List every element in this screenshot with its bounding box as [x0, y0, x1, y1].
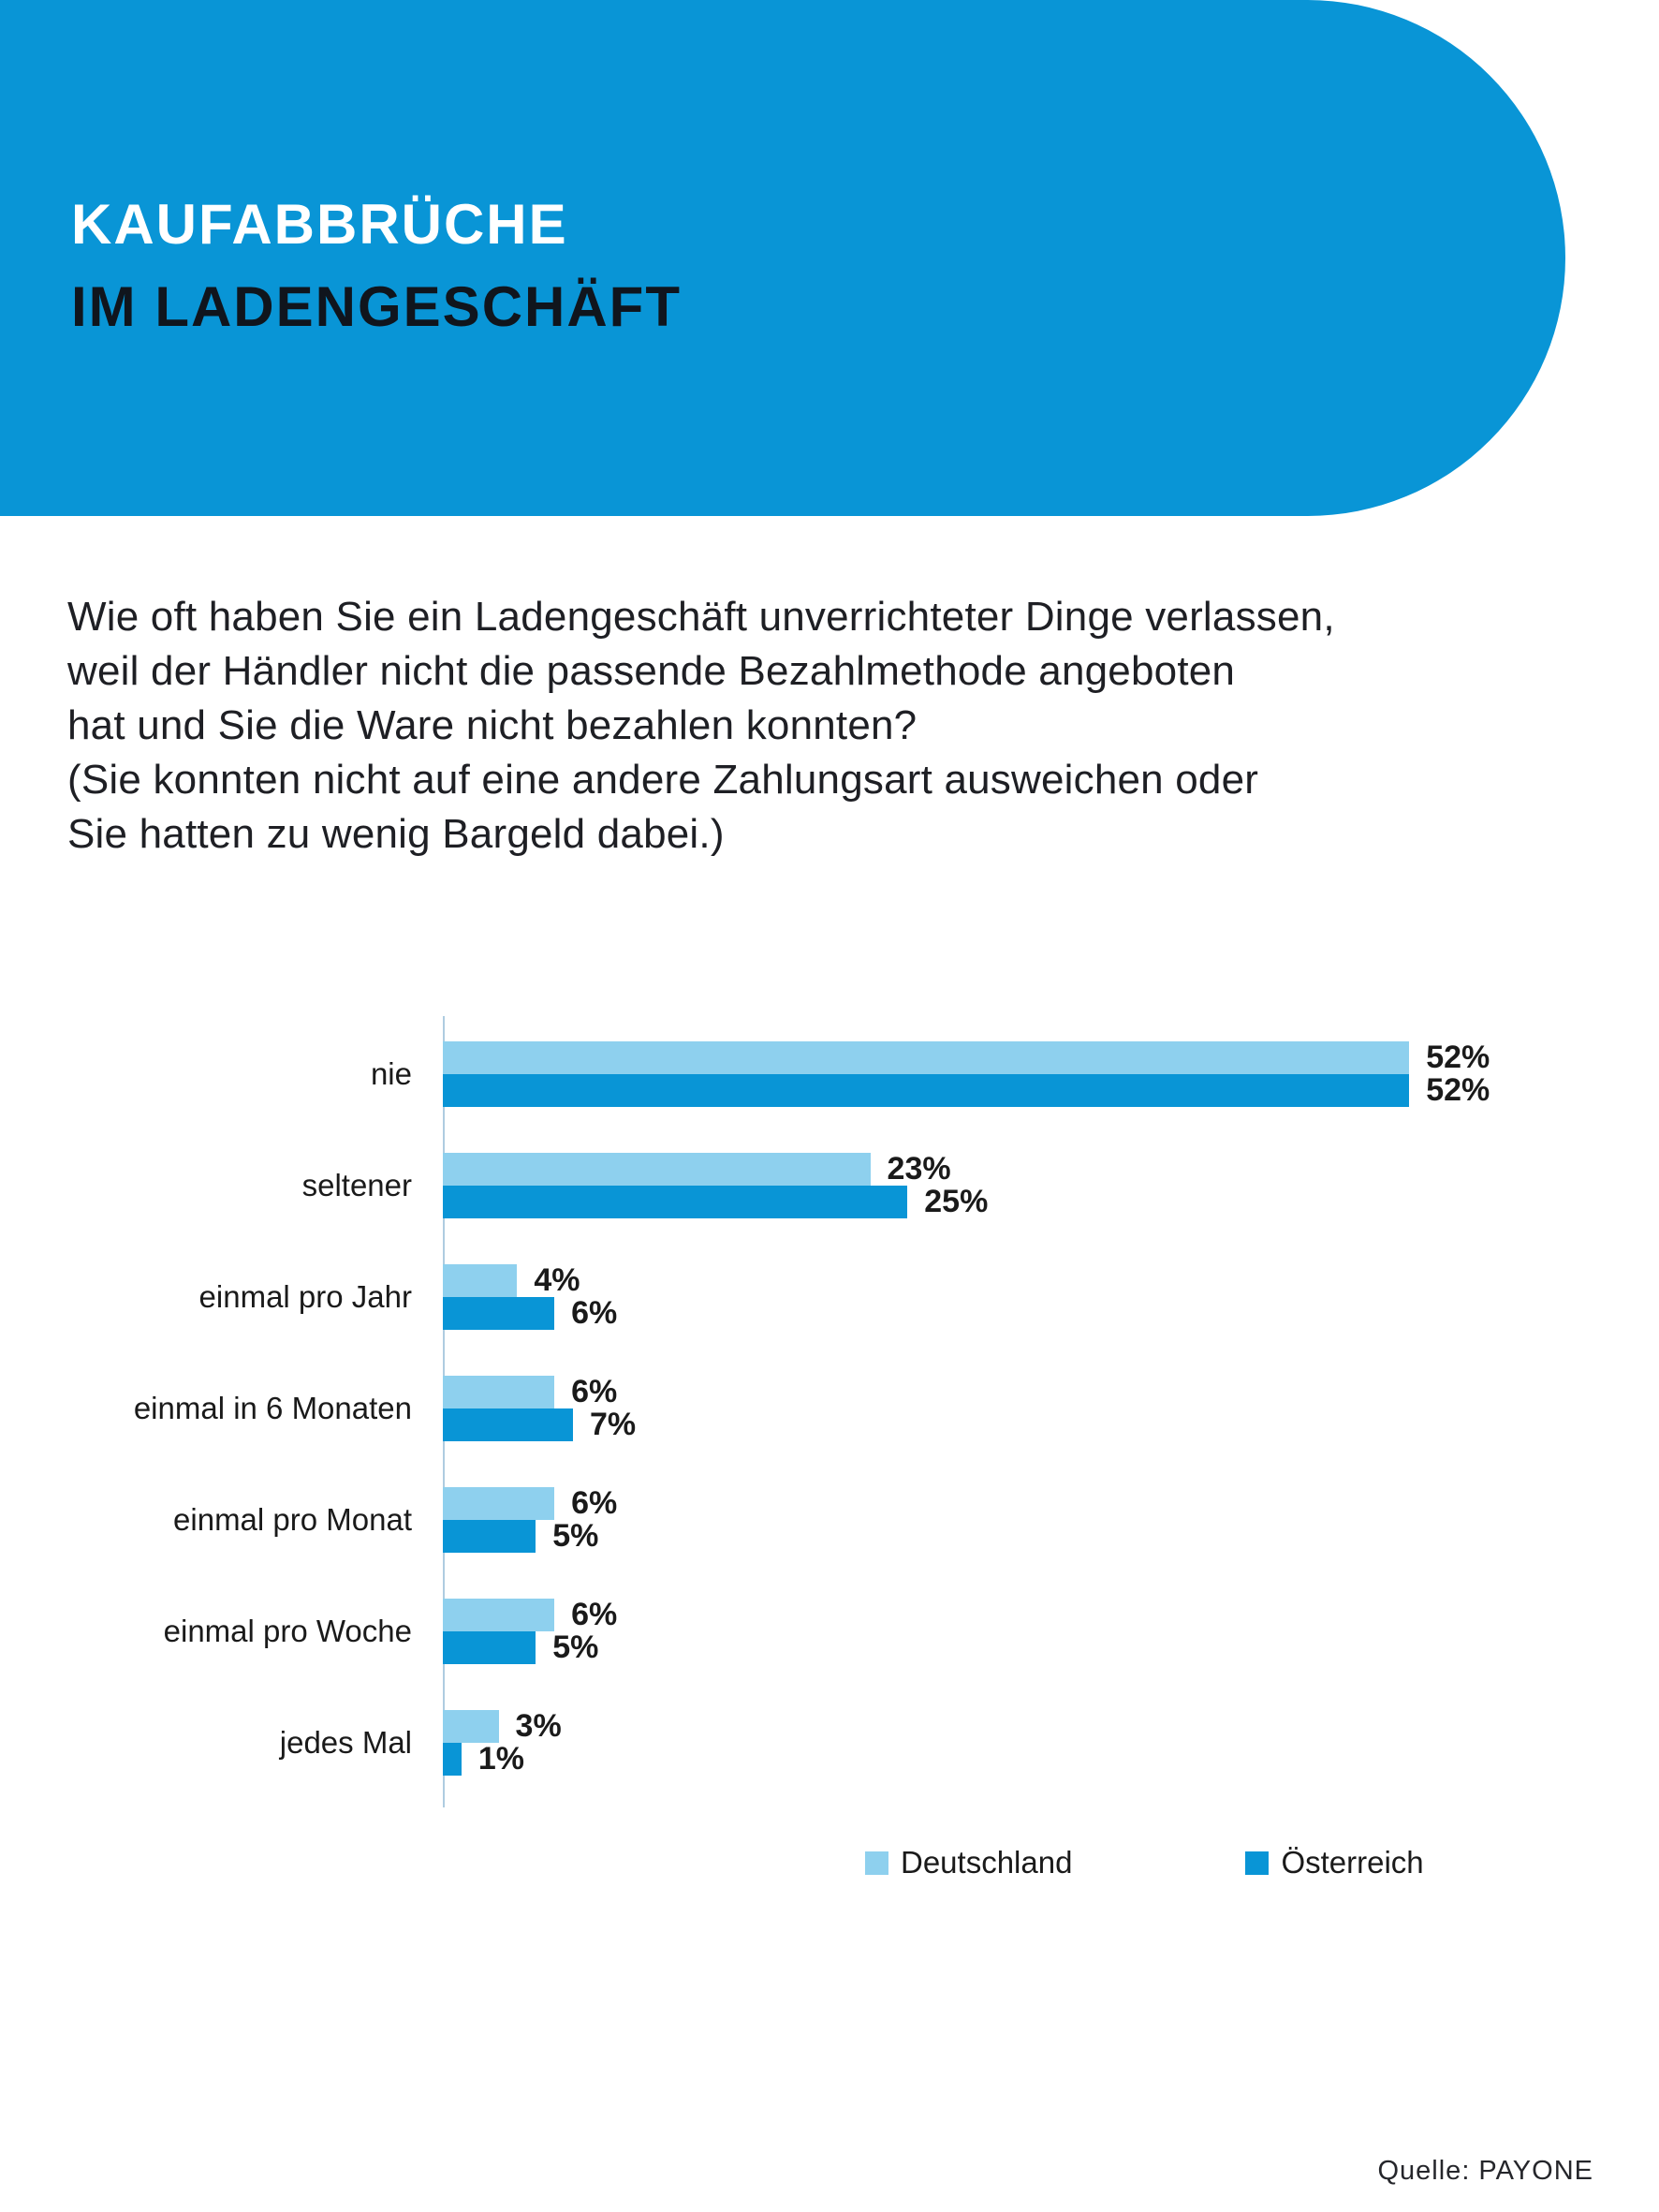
bar-österreich: [443, 1743, 462, 1776]
bar-group: 6% 7%: [443, 1374, 637, 1442]
bar-line: 25%: [443, 1184, 989, 1219]
category-label: einmal pro Woche: [163, 1614, 412, 1648]
page-title: KAUFABBRÜCHE IM LADENGESCHÄFT: [71, 184, 682, 348]
chart-row: seltener 23% 25%: [0, 1151, 1659, 1219]
legend-swatch: [865, 1851, 888, 1875]
bar-line: 4%: [443, 1262, 617, 1298]
bar-österreich: [443, 1408, 573, 1441]
bar-group: 52% 52%: [443, 1040, 1490, 1108]
bar-line: 3%: [443, 1708, 562, 1744]
value-label: 3%: [515, 1708, 562, 1744]
bar-line: 52%: [443, 1040, 1490, 1075]
chart-rows: nie 52% 52% seltener 23% 25% einmal pro Jahr 4%…: [0, 1040, 1659, 1821]
bar-line: 6%: [443, 1597, 618, 1632]
bar-group: 3% 1%: [443, 1708, 562, 1777]
chart-row: einmal pro Jahr 4% 6%: [0, 1262, 1659, 1331]
bar-line: 5%: [443, 1630, 617, 1665]
question-line: Sie hatten zu wenig Bargeld dabei.): [67, 811, 725, 857]
question-text: Wie oft haben Sie ein Ladengeschäft unve…: [67, 590, 1528, 862]
question-line: (Sie konnten nicht auf eine andere Zahlu…: [67, 757, 1259, 803]
value-label: 4%: [534, 1262, 580, 1298]
question-line: weil der Händler nicht die passende Beza…: [67, 648, 1236, 694]
bar-österreich: [443, 1074, 1410, 1107]
category-label: jedes Mal: [279, 1725, 412, 1760]
bar-line: 7%: [443, 1407, 637, 1442]
title-line-1: KAUFABBRÜCHE: [71, 193, 568, 256]
legend-label: Deutschland: [901, 1845, 1073, 1880]
title-line-2: IM LADENGESCHÄFT: [71, 275, 682, 338]
value-label: 1%: [477, 1741, 524, 1777]
legend-item: Österreich: [1245, 1845, 1424, 1880]
bar-line: 5%: [443, 1518, 617, 1554]
category-label: einmal in 6 Monaten: [133, 1391, 412, 1425]
legend-item: Deutschland: [865, 1845, 1072, 1880]
question-line: Wie oft haben Sie ein Ladengeschäft unve…: [67, 594, 1335, 640]
value-label: 6%: [571, 1295, 618, 1331]
bar-group: 23% 25%: [443, 1151, 989, 1219]
legend-swatch: [1245, 1851, 1270, 1875]
bar-deutschland: [443, 1599, 555, 1631]
value-label: 52%: [1426, 1040, 1490, 1075]
bar-österreich: [443, 1631, 536, 1664]
category-label: einmal pro Monat: [173, 1502, 412, 1537]
header-banner: KAUFABBRÜCHE IM LADENGESCHÄFT: [0, 0, 1565, 516]
source-credit: Quelle: PAYONE: [1377, 2156, 1593, 2186]
chart-legend: Deutschland Österreich: [865, 1845, 1424, 1880]
bar-line: 23%: [443, 1151, 988, 1187]
chart-row: einmal pro Woche 6% 5%: [0, 1597, 1659, 1665]
value-label: 52%: [1426, 1072, 1490, 1108]
value-label: 6%: [571, 1597, 618, 1632]
bar-chart: nie 52% 52% seltener 23% 25% einmal pro Jahr 4%…: [0, 1016, 1659, 1807]
bar-deutschland: [443, 1153, 871, 1186]
value-label: 5%: [552, 1518, 599, 1554]
category-label: seltener: [301, 1168, 412, 1202]
bar-österreich: [443, 1520, 536, 1553]
category-label: nie: [370, 1056, 412, 1091]
bar-line: 6%: [443, 1485, 618, 1521]
bar-line: 52%: [443, 1072, 1490, 1108]
bar-line: 6%: [443, 1295, 618, 1331]
bar-deutschland: [443, 1710, 499, 1743]
value-label: 23%: [887, 1151, 951, 1187]
bar-deutschland: [443, 1376, 555, 1408]
bar-group: 4% 6%: [443, 1262, 618, 1331]
bar-line: 6%: [443, 1374, 636, 1409]
bar-group: 6% 5%: [443, 1485, 618, 1554]
value-label: 25%: [924, 1184, 989, 1219]
bar-deutschland: [443, 1041, 1410, 1074]
chart-row: jedes Mal 3% 1%: [0, 1708, 1659, 1777]
bar-österreich: [443, 1186, 908, 1218]
value-label: 7%: [589, 1407, 637, 1442]
legend-label: Österreich: [1281, 1845, 1424, 1880]
category-label: einmal pro Jahr: [198, 1279, 412, 1314]
bar-group: 6% 5%: [443, 1597, 618, 1665]
value-label: 5%: [552, 1630, 599, 1665]
bar-deutschland: [443, 1264, 518, 1297]
bar-deutschland: [443, 1487, 555, 1520]
question-line: hat und Sie die Ware nicht bezahlen konn…: [67, 702, 918, 748]
value-label: 6%: [571, 1374, 618, 1409]
bar-österreich: [443, 1297, 555, 1330]
chart-row: einmal in 6 Monaten 6% 7%: [0, 1374, 1659, 1442]
chart-row: nie 52% 52%: [0, 1040, 1659, 1108]
bar-line: 1%: [443, 1741, 562, 1777]
value-label: 6%: [571, 1485, 618, 1521]
chart-row: einmal pro Monat 6% 5%: [0, 1485, 1659, 1554]
